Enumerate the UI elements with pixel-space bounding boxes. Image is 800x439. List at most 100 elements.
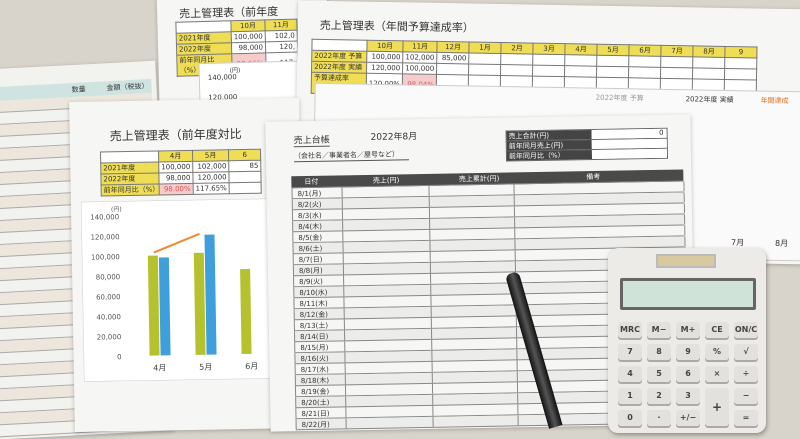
value-cell bbox=[724, 68, 757, 80]
y-unit: (円) bbox=[111, 206, 122, 213]
y-tick: 80,000 bbox=[96, 273, 121, 281]
y-tick: 40,000 bbox=[96, 313, 121, 321]
calc-key[interactable]: MRC bbox=[618, 322, 642, 338]
column-header: 売上累計(円) bbox=[458, 174, 500, 184]
date-cell: 8/13(土) bbox=[299, 321, 329, 331]
value-cell: 98,000 bbox=[231, 41, 266, 54]
date-cell: 8/15(月) bbox=[300, 343, 329, 353]
value-cell bbox=[228, 171, 262, 183]
legend-2022-budget: 2022年度 予算 bbox=[595, 93, 644, 103]
value-cell: 98,000 bbox=[158, 172, 194, 184]
y-tick: 20,000 bbox=[97, 333, 122, 341]
column-header: 備考 bbox=[586, 172, 601, 182]
calc-key[interactable]: × bbox=[705, 366, 729, 382]
bar-2021 bbox=[240, 268, 252, 355]
calc-key[interactable]: + bbox=[705, 388, 729, 426]
calc-key[interactable]: 6 bbox=[676, 366, 700, 382]
calc-key[interactable]: ÷ bbox=[734, 366, 758, 382]
bar-2021 bbox=[147, 255, 160, 356]
value-cell bbox=[564, 65, 597, 78]
value-cell bbox=[724, 57, 757, 69]
legend-2022-actual: 2022年度 実績 bbox=[685, 95, 734, 105]
value-cell bbox=[532, 65, 565, 77]
calc-key[interactable]: = bbox=[734, 410, 758, 426]
month-header: 6月 bbox=[628, 44, 662, 57]
value-cell: 120, bbox=[265, 41, 298, 53]
date-cell: 8/2(火) bbox=[297, 200, 322, 210]
solar-panel bbox=[656, 254, 716, 268]
value-cell bbox=[468, 63, 501, 76]
value-cell: 120,000 bbox=[192, 171, 230, 184]
calc-key[interactable]: · bbox=[647, 410, 671, 426]
value-cell bbox=[660, 56, 693, 68]
calc-key[interactable]: 9 bbox=[676, 344, 700, 360]
summary-value: 0 bbox=[591, 128, 667, 140]
value-cell: 102,000 bbox=[192, 160, 229, 173]
value-cell bbox=[500, 64, 533, 77]
table-row: 前年同月比（%） 98.00% 117.65% bbox=[101, 182, 262, 196]
calc-key[interactable]: 8 bbox=[647, 344, 671, 360]
month-header: 10月 bbox=[366, 40, 404, 52]
calc-key[interactable]: 0 bbox=[618, 410, 642, 426]
value-cell bbox=[692, 67, 725, 80]
month-header: 9 bbox=[724, 46, 758, 58]
date-cell: 8/3(水) bbox=[297, 211, 322, 221]
value-cell: 85 bbox=[228, 160, 261, 172]
x-label: 7月 bbox=[731, 238, 745, 248]
date-cell: 8/20(土) bbox=[301, 398, 330, 408]
calc-key[interactable]: 4 bbox=[618, 366, 642, 382]
value-cell bbox=[596, 55, 629, 67]
value-cell bbox=[628, 66, 661, 79]
calc-key[interactable]: +/− bbox=[676, 410, 700, 426]
month-header: 8月 bbox=[692, 45, 726, 58]
value-cell bbox=[660, 67, 693, 79]
summary-label: 前年同月比（%） bbox=[506, 150, 593, 161]
date-cell: 8/12(金) bbox=[299, 310, 328, 320]
calc-key[interactable]: 7 bbox=[618, 344, 642, 360]
date-cell: 8/11(木) bbox=[299, 299, 328, 309]
calc-key[interactable]: 1 bbox=[618, 388, 642, 404]
calc-key[interactable]: − bbox=[734, 388, 758, 404]
month-header: 6 bbox=[228, 149, 261, 161]
calc-key[interactable]: √ bbox=[734, 344, 758, 360]
value-cell: 102,000 bbox=[402, 51, 437, 64]
calc-key[interactable]: ON/C bbox=[734, 322, 758, 338]
date-cell: 8/16(火) bbox=[300, 354, 329, 364]
x-tick: 4月 bbox=[153, 363, 166, 372]
date-cell: 8/1(月) bbox=[297, 189, 322, 199]
date-cell: 8/6(土) bbox=[298, 244, 323, 254]
date-cell: 8/21(日) bbox=[301, 409, 330, 419]
y-tick: 60,000 bbox=[96, 293, 121, 301]
x-tick: 5月 bbox=[199, 363, 212, 372]
month-header: 5月 bbox=[192, 149, 229, 162]
ratio-line bbox=[153, 232, 200, 254]
month-header: 11月 bbox=[264, 19, 298, 31]
ledger-period: 2022年8月 bbox=[370, 132, 418, 143]
month-header: 12月 bbox=[436, 41, 470, 53]
calc-key[interactable]: CE bbox=[705, 322, 729, 338]
calc-key[interactable]: 3 bbox=[676, 388, 700, 404]
calc-key[interactable]: % bbox=[705, 344, 729, 360]
date-cell: 8/19(金) bbox=[300, 387, 330, 397]
value-cell bbox=[500, 53, 533, 66]
calc-key[interactable]: M+ bbox=[676, 322, 700, 338]
calculator-display bbox=[620, 278, 756, 310]
value-cell bbox=[628, 55, 661, 68]
value-cell: 120,000 bbox=[366, 62, 403, 74]
y-tick: 120,000 bbox=[90, 233, 119, 242]
row-label: 2022年度 実績 bbox=[311, 61, 367, 74]
summary-label: 売上合計(円) bbox=[506, 130, 592, 141]
value-cell bbox=[229, 182, 262, 194]
value-cell: 85,000 bbox=[436, 52, 469, 64]
value-cell: 102,0 bbox=[265, 30, 298, 42]
month-header: 5月 bbox=[596, 44, 630, 56]
bar-2022 bbox=[204, 234, 217, 355]
calc-key[interactable]: 2 bbox=[647, 388, 671, 404]
calc-key[interactable]: M− bbox=[647, 322, 671, 338]
calc-key[interactable]: 5 bbox=[647, 366, 671, 382]
value-cell: 100,000 bbox=[231, 30, 266, 43]
date-cell: 8/18(木) bbox=[300, 376, 330, 386]
month-header: 4月 bbox=[564, 43, 598, 56]
date-cell: 8/4(木) bbox=[298, 222, 322, 232]
date-cell: 8/9(火) bbox=[299, 277, 323, 287]
